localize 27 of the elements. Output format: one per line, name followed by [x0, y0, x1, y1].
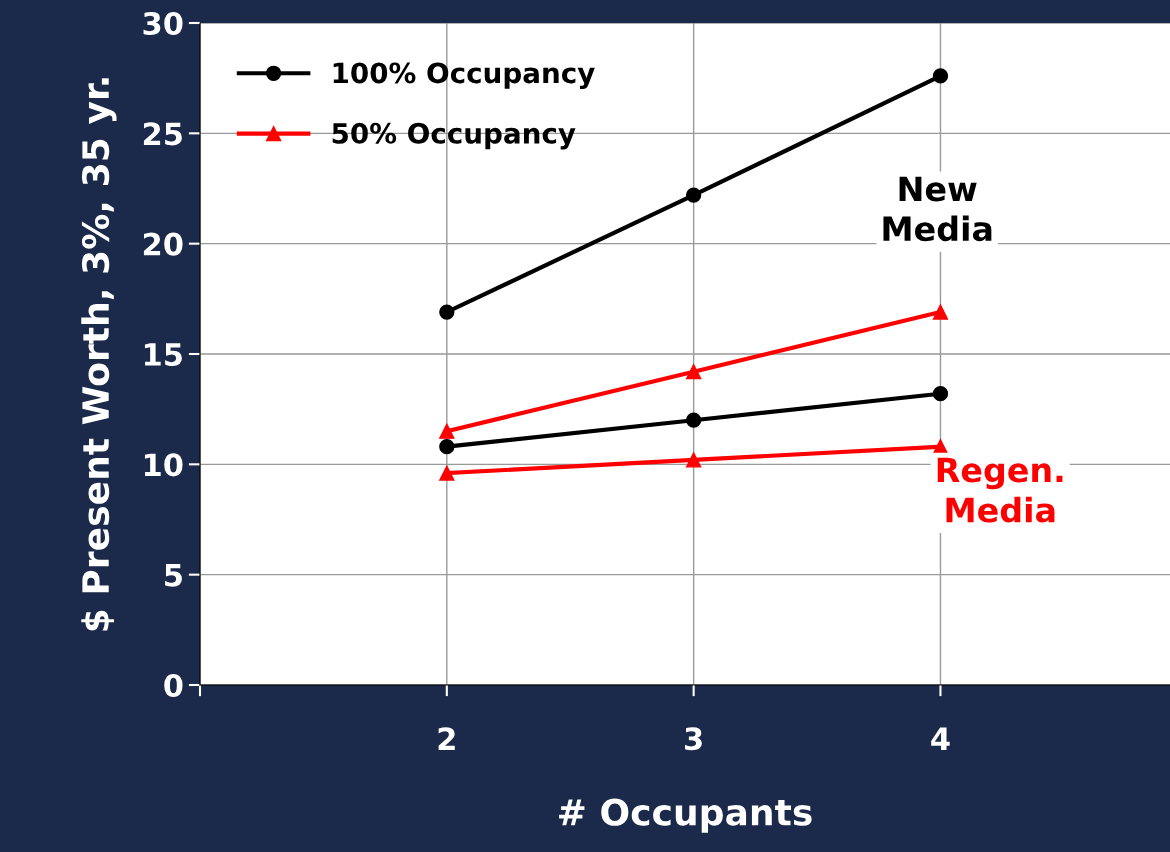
y-tick-label: 10 — [144, 453, 183, 477]
legend-label: 100% Occupancy — [333, 62, 595, 89]
point — [932, 68, 949, 84]
x-tick-label: 3 — [685, 727, 702, 751]
point — [685, 412, 702, 428]
x-tick-label: 4 — [931, 727, 950, 750]
y-tick-label: 20 — [143, 232, 183, 256]
point — [439, 304, 455, 320]
annotation: New Media — [883, 176, 992, 242]
point — [439, 423, 455, 439]
y-tick-label: 0 — [164, 673, 183, 698]
point — [932, 304, 949, 320]
y-tick-label: 30 — [143, 11, 183, 36]
point — [685, 364, 702, 380]
x-axis-title: # Occupants — [559, 798, 812, 833]
x-tick-label: 2 — [438, 727, 455, 750]
point — [932, 386, 949, 402]
point — [439, 439, 455, 455]
y-tick-label: 5 — [165, 564, 182, 587]
annotation: Regen. Media — [937, 457, 1063, 523]
y-tick-label: 15 — [144, 343, 182, 367]
legend-label: 50% Occupancy — [332, 122, 576, 150]
point — [439, 465, 455, 481]
point — [685, 452, 702, 468]
y-axis-title: $ Present Worth, 3%, 35 yr. — [81, 78, 117, 631]
point — [685, 187, 702, 203]
y-tick-label: 25 — [143, 122, 182, 146]
